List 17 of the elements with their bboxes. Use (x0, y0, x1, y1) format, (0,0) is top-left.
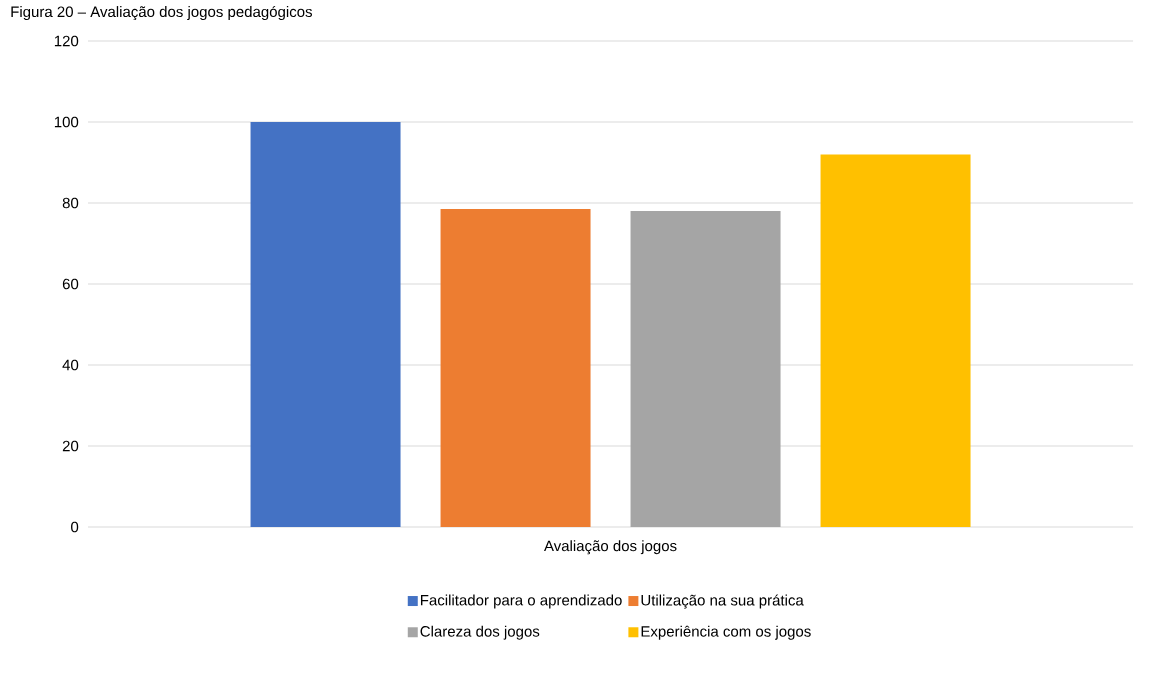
y-tick-label: 60 (62, 278, 79, 290)
y-tick-label: 20 (62, 440, 79, 452)
legend-label: Utilização na sua prática (641, 594, 804, 609)
bar (440, 209, 591, 527)
bar (250, 122, 401, 527)
chart-title: Figura 20 – Avaliação dos jogos pedagógicos (11, 5, 312, 21)
y-tick-label: 0 (71, 521, 79, 533)
x-tick-label: Avaliação dos jogos (544, 540, 677, 555)
legend-label: Clareza dos jogos (420, 625, 540, 640)
bar (630, 211, 781, 527)
legend-label: Facilitador para o aprendizado (420, 594, 622, 609)
y-tick-label: 120 (54, 35, 79, 47)
bar (820, 154, 971, 527)
y-tick-label: 40 (62, 359, 79, 371)
legend-label: Experiência com os jogos (641, 625, 811, 640)
y-tick-label: 100 (54, 116, 79, 128)
y-tick-label: 80 (62, 197, 79, 209)
